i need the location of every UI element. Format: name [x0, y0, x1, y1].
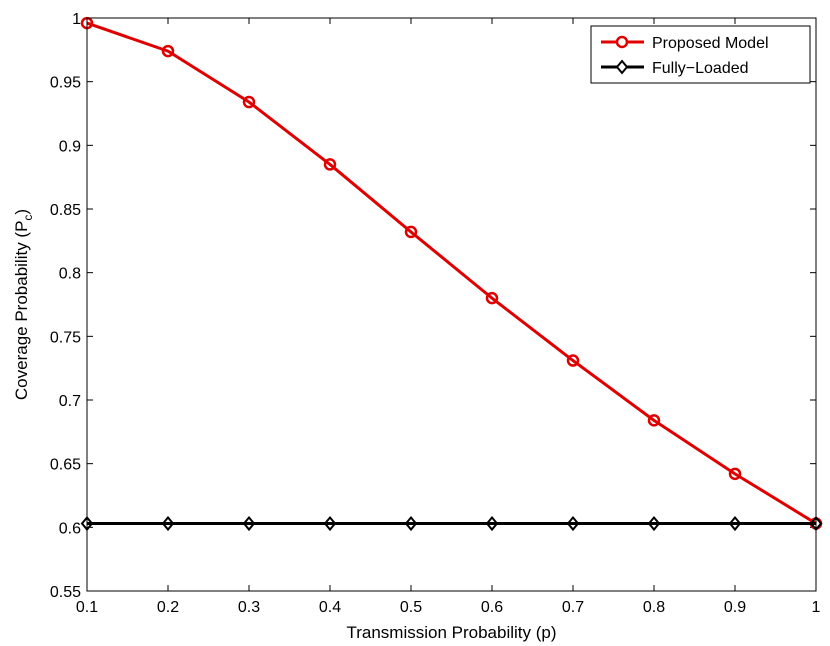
data-point-proposed-model: [242, 95, 256, 109]
y-tick-label: 0.9: [59, 138, 81, 155]
x-tick-label: 0.8: [643, 599, 665, 616]
y-axis-label: Coverage Probability (Pc): [12, 209, 35, 400]
y-tick-label: 0.65: [50, 457, 81, 474]
data-point-proposed-model: [404, 225, 418, 239]
x-tick-label: 1: [812, 599, 821, 616]
data-point-fully-loaded: [242, 515, 256, 532]
y-tick-label: 0.8: [59, 266, 81, 283]
y-axis-label-subscript: c: [21, 215, 35, 221]
data-point-proposed-model: [647, 414, 661, 427]
x-axis-label: Transmission Probability (p): [346, 623, 556, 642]
plot-frame: [86, 17, 817, 592]
y-tick-label: 0.6: [59, 520, 81, 537]
y-tick-label: 0.95: [50, 75, 81, 92]
y-axis-label-suffix: ): [12, 209, 31, 215]
plot-area: [87, 18, 816, 591]
data-point-proposed-model: [323, 158, 337, 171]
x-tick-label: 0.1: [76, 599, 98, 616]
legend-label-fully-loaded: Fully−Loaded: [652, 60, 749, 77]
series-line-proposed-model: [86, 21, 817, 525]
legend-marker-fully-loaded: [615, 59, 629, 75]
data-point-fully-loaded: [161, 515, 175, 532]
x-tick-label: 0.3: [238, 599, 260, 616]
y-tick-label: 0.7: [59, 393, 81, 410]
y-tick-label: 0.55: [50, 584, 81, 601]
data-point-fully-loaded: [728, 515, 742, 532]
x-tick-label: 0.7: [562, 599, 584, 616]
data-point-fully-loaded: [647, 515, 661, 532]
data-point-fully-loaded: [485, 515, 499, 532]
data-point-fully-loaded: [404, 515, 418, 532]
x-tick-label: 0.5: [400, 599, 422, 616]
data-point-proposed-model: [485, 291, 499, 305]
legend-marker-proposed-model: [615, 35, 629, 49]
data-point-proposed-model: [161, 44, 175, 58]
y-tick-labels: 0.55 0.6 0.65 0.7 0.75 0.8 0.85 0.9 0.95 1: [50, 11, 81, 601]
legend: Proposed Model Fully−Loaded: [590, 25, 811, 84]
data-point-fully-loaded: [566, 515, 580, 532]
series-group: [80, 16, 823, 532]
y-tick-label: 0.85: [50, 202, 81, 219]
x-tick-label: 0.4: [319, 599, 341, 616]
y-axis-label-main: Coverage Probability (P: [12, 221, 31, 401]
y-tick-label: 1: [72, 11, 81, 28]
x-tick-labels: 0.1 0.2 0.3 0.4 0.5 0.6 0.7 0.8 0.9 1: [76, 599, 821, 616]
y-tick-label: 0.75: [50, 329, 81, 346]
data-point-proposed-model: [728, 467, 742, 481]
x-tick-label: 0.2: [157, 599, 179, 616]
data-point-fully-loaded: [323, 515, 337, 532]
legend-box: [590, 25, 811, 84]
data-point-proposed-model: [566, 354, 580, 367]
x-tick-label: 0.9: [724, 599, 746, 616]
x-tick-label: 0.6: [481, 599, 503, 616]
legend-label-proposed-model: Proposed Model: [652, 35, 769, 52]
